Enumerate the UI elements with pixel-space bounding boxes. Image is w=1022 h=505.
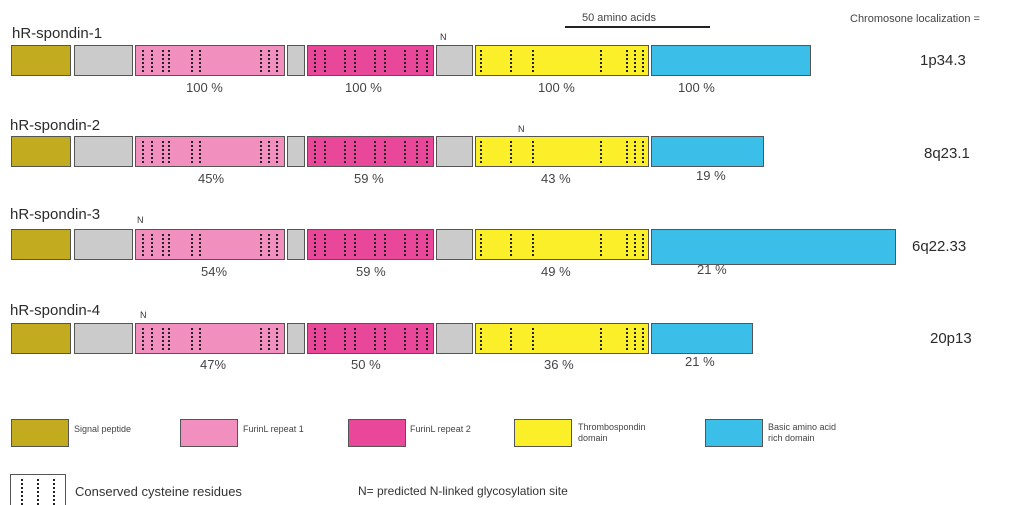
identity-percent: 21 % [697, 262, 727, 277]
n-glycosylation-site: N [518, 124, 525, 134]
chromosome-header: Chromosone localization = [850, 13, 980, 25]
chromosome-location: 8q23.1 [924, 145, 970, 162]
identity-percent: 50 % [351, 357, 381, 372]
identity-percent: 36 % [544, 357, 574, 372]
linker-domain [74, 136, 133, 167]
chromosome-location: 6q22.33 [912, 238, 967, 255]
linker-domain [287, 136, 305, 167]
legend-label-cysteine: Conserved cysteine residues [75, 484, 242, 499]
legend-swatch-basic [705, 419, 763, 447]
scale-bar [565, 26, 710, 28]
legend-label-furin2: FurinL repeat 2 [410, 424, 471, 434]
legend-label-signal: Signal peptide [74, 424, 132, 434]
linker-domain [74, 45, 133, 76]
n-glycosylation-site: N [140, 310, 147, 320]
identity-percent: 59 % [354, 171, 384, 186]
linker-domain [74, 229, 133, 260]
basic-rich-domain [651, 45, 811, 76]
furin-repeat-2-domain [307, 229, 434, 260]
basic-rich-domain [651, 136, 764, 167]
identity-percent: 21 % [685, 354, 715, 369]
linker-domain [287, 229, 305, 260]
linker-domain [74, 323, 133, 354]
linker-domain [436, 323, 473, 354]
linker-domain [287, 45, 305, 76]
legend-swatch-signal [11, 419, 69, 447]
protein-name: hR-spondin-3 [10, 206, 101, 223]
legend-swatch-thrombo [514, 419, 572, 447]
signal-peptide-domain [11, 229, 71, 260]
furin-repeat-1-domain [135, 229, 285, 260]
thrombospondin-domain [475, 229, 649, 260]
furin-repeat-2-domain [307, 323, 434, 354]
signal-peptide-domain [11, 323, 71, 354]
basic-rich-domain [651, 323, 753, 354]
thrombospondin-domain [475, 323, 649, 354]
scale-bar-label: 50 amino acids [582, 12, 656, 24]
legend-swatch-furin1 [180, 419, 238, 447]
identity-percent: 49 % [541, 264, 571, 279]
linker-domain [436, 229, 473, 260]
thrombospondin-domain [475, 45, 649, 76]
identity-percent: 54% [201, 264, 228, 279]
furin-repeat-1-domain [135, 323, 285, 354]
legend-swatch-furin2 [348, 419, 406, 447]
identity-percent: 45% [198, 171, 225, 186]
legend-label-furin1: FurinL repeat 1 [243, 424, 304, 434]
identity-percent: 19 % [696, 168, 726, 183]
protein-name: hR-spondin-1 [12, 25, 103, 42]
identity-percent: 100 % [538, 80, 575, 95]
identity-percent: 43 % [541, 171, 571, 186]
furin-repeat-1-domain [135, 136, 285, 167]
chromosome-location: 20p13 [930, 330, 972, 347]
furin-repeat-2-domain [307, 45, 434, 76]
identity-percent: 100 % [345, 80, 382, 95]
furin-repeat-2-domain [307, 136, 434, 167]
identity-percent: 100 % [678, 80, 715, 95]
linker-domain [436, 136, 473, 167]
basic-rich-domain [651, 229, 896, 265]
legend-label-thrombo: Thrombospondin domain [578, 422, 646, 444]
linker-domain [436, 45, 473, 76]
legend-label-basic: Basic amino acid rich domain [768, 422, 837, 444]
furin-repeat-1-domain [135, 45, 285, 76]
identity-percent: 100 % [186, 80, 223, 95]
protein-name: hR-spondin-2 [10, 117, 101, 134]
n-glycosylation-site: N [440, 32, 447, 42]
identity-percent: 59 % [356, 264, 386, 279]
signal-peptide-domain [11, 45, 71, 76]
linker-domain [287, 323, 305, 354]
identity-percent: 47% [200, 357, 227, 372]
legend-label-nsite: N= predicted N-linked glycosylation site [358, 484, 568, 498]
chromosome-location: 1p34.3 [920, 52, 966, 69]
thrombospondin-domain [475, 136, 649, 167]
n-glycosylation-site: N [137, 215, 144, 225]
protein-name: hR-spondin-4 [10, 302, 101, 319]
signal-peptide-domain [11, 136, 71, 167]
legend-swatch-cysteine [10, 474, 66, 505]
